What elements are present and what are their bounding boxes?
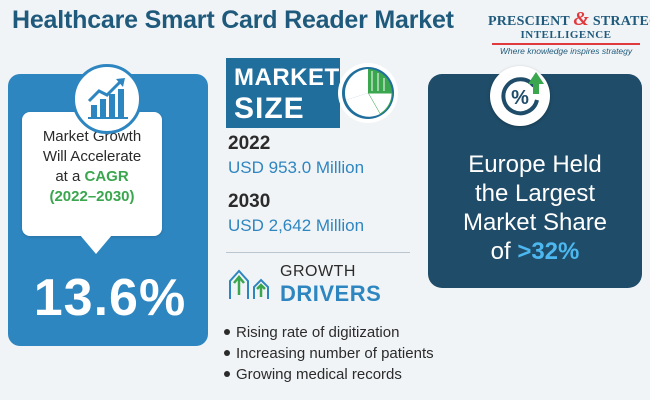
europe-of-word: of bbox=[490, 238, 511, 265]
market-size-value-1: USD 953.0 Million bbox=[228, 158, 365, 177]
cagr-line-2: Will Accelerate bbox=[42, 148, 142, 165]
growth-drivers-word-2: DRIVERS bbox=[280, 281, 382, 306]
market-size-header: MARKET SIZE bbox=[226, 58, 404, 128]
europe-line-3: Market Share bbox=[462, 209, 608, 236]
bar-chart-growth-icon bbox=[72, 64, 142, 134]
market-size-word-2: SIZE bbox=[234, 92, 305, 125]
growth-drivers-word-1: GROWTH bbox=[280, 263, 356, 280]
cagr-years: (2022–2030) bbox=[49, 188, 135, 205]
market-size-year-1: 2022 bbox=[228, 133, 271, 154]
market-size-label-bg bbox=[226, 58, 340, 128]
driver-item: Increasing number of patients bbox=[222, 343, 434, 364]
logo-divider bbox=[492, 43, 640, 45]
driver-item: Rising rate of digitization bbox=[222, 322, 434, 343]
svg-text:%: % bbox=[511, 87, 529, 109]
growth-drivers-list: Rising rate of digitization Increasing n… bbox=[222, 322, 434, 385]
cagr-value: 13.6% bbox=[33, 269, 187, 327]
cagr-line-3-prefix: at a bbox=[55, 168, 81, 185]
europe-line-2: the Largest bbox=[474, 180, 596, 207]
market-size-word-1: MARKET bbox=[234, 64, 340, 91]
logo-ampersand: & bbox=[573, 8, 590, 30]
logo-word-strategic: STRATEGIC bbox=[592, 14, 650, 29]
europe-share-value: of >32% bbox=[432, 237, 638, 266]
market-size-year-2: 2030 bbox=[228, 191, 271, 212]
logo-tagline: Where knowledge inspires strategy bbox=[499, 46, 633, 56]
driver-item: Growing medical records bbox=[222, 364, 434, 385]
logo-word-intelligence: INTELLIGENCE bbox=[520, 29, 612, 41]
europe-percent: >32% bbox=[517, 238, 580, 265]
europe-line-1: Europe Held bbox=[468, 151, 602, 178]
cagr-line-3: at a CAGR bbox=[22, 167, 162, 187]
logo-word-prescient: PRESCIENT bbox=[488, 14, 570, 29]
section-divider bbox=[226, 252, 410, 253]
growth-arrows-icon bbox=[229, 269, 269, 299]
percent-up-arrow-icon: % bbox=[490, 66, 550, 126]
europe-share-text: Europe Held the Largest Market Share bbox=[432, 150, 638, 237]
company-logo: PRESCIENT & STRATEGIC INTELLIGENCE Where… bbox=[488, 8, 650, 60]
market-size-value-2: USD 2,642 Million bbox=[228, 216, 365, 235]
page-title: Healthcare Smart Card Reader Market bbox=[12, 6, 454, 34]
cagr-highlight: CAGR bbox=[84, 168, 129, 185]
pie-chart-icon bbox=[338, 63, 398, 123]
